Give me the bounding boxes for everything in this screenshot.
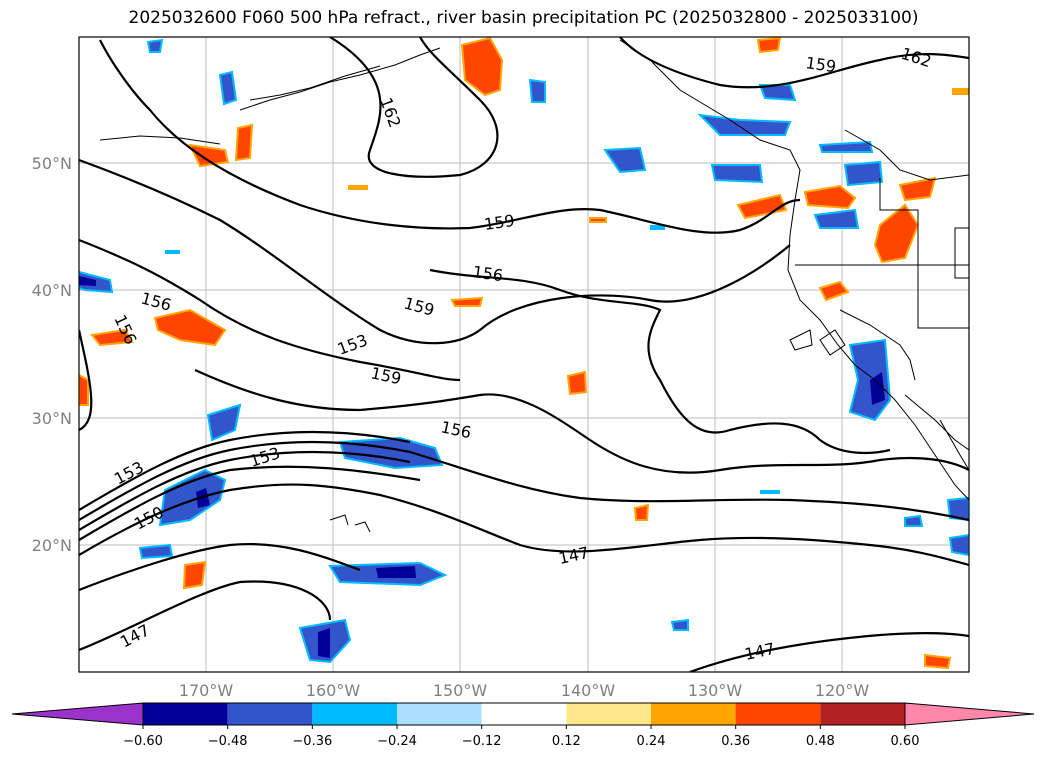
precip-negative-blob xyxy=(670,618,689,631)
precip-negative-blob xyxy=(760,490,780,494)
colorbar-tick-label: −0.48 xyxy=(208,734,248,749)
map-plot-area: 162 162 159 159 159 159 156 156 156 156 … xyxy=(79,37,969,672)
precip-negative-blob xyxy=(146,38,164,53)
colorbar-tick-label: 0.60 xyxy=(891,734,920,749)
colorbar-tick-label: 0.48 xyxy=(806,734,835,749)
colorbar-outline xyxy=(142,702,906,726)
precip-positive-blob xyxy=(898,176,937,202)
lon-label: 120°W xyxy=(815,681,870,700)
contour-labels: 162 162 159 159 159 159 156 156 156 156 … xyxy=(110,44,933,664)
longitude-labels: 170°W 160°W 150°W 140°W 130°W 120°W xyxy=(179,681,870,700)
lon-label: 140°W xyxy=(561,681,616,700)
precip-positive-blob xyxy=(79,373,89,406)
precip-negative-blob xyxy=(650,225,665,230)
precip-negative-blob xyxy=(818,140,874,153)
lon-label: 160°W xyxy=(306,681,361,700)
precip-negative-blob xyxy=(196,488,210,508)
precip-negative-blob xyxy=(318,628,330,658)
precip-positive-blob xyxy=(182,560,207,590)
colorbar-cell xyxy=(481,703,567,725)
colorbar-tick-label: 0.12 xyxy=(552,734,581,749)
lat-label: 20°N xyxy=(32,536,72,555)
colorbar-tick-labels: −0.60 −0.48 −0.36 −0.24 −0.12 0.12 0.24 0.36 0.4… xyxy=(123,725,919,749)
precip-negative-blob xyxy=(165,250,180,254)
colorbar-tick-label: −0.60 xyxy=(123,734,163,749)
lat-label: 30°N xyxy=(32,409,72,428)
colorbar-extend-low xyxy=(11,702,144,726)
precip-positive-blob xyxy=(873,203,920,264)
map-title: 2025032600 F060 500 hPa refract., river … xyxy=(128,8,919,28)
precip-positive-blob xyxy=(756,37,782,54)
precip-negative-blob xyxy=(710,164,764,184)
precip-negative-blob xyxy=(206,403,242,442)
colorbar-cell xyxy=(651,703,736,725)
contour-label: 159 xyxy=(483,211,516,234)
colorbar-cell xyxy=(312,703,397,725)
latitude-labels: 50°N 40°N 30°N 20°N xyxy=(32,154,72,555)
colorbar-cell xyxy=(735,703,821,725)
precip-negative-blob xyxy=(138,543,174,560)
precip-negative-blob xyxy=(946,496,969,522)
lat-label: 50°N xyxy=(32,154,72,173)
colorbar-tick-label: 0.36 xyxy=(721,734,750,749)
colorbar-cell xyxy=(820,703,905,725)
precip-positive-blob xyxy=(952,88,969,95)
precip-negative-blob xyxy=(79,276,96,286)
colorbar-cell xyxy=(143,703,228,725)
lon-label: 150°W xyxy=(433,681,488,700)
colorbar-cell xyxy=(397,703,482,725)
colorbar-tick-label: −0.24 xyxy=(377,734,417,749)
lat-label: 40°N xyxy=(32,281,72,300)
precip-positive-blob xyxy=(818,280,850,302)
contour-label: 159 xyxy=(804,53,837,76)
colorbar-cells xyxy=(11,702,1035,726)
precip-positive-blob xyxy=(460,37,504,97)
colorbar: −0.60 −0.48 −0.36 −0.24 −0.12 0.12 0.24 0.36 0.4… xyxy=(11,702,1035,749)
colorbar-tick-label: −0.36 xyxy=(292,734,332,749)
colorbar-tick-label: −0.12 xyxy=(462,734,502,749)
precip-negative-blob xyxy=(843,160,884,187)
contour-label: 156 xyxy=(471,262,504,285)
precip-negative-blob xyxy=(603,146,647,174)
precip-negative-blob xyxy=(948,533,969,557)
lon-label: 170°W xyxy=(179,681,234,700)
precip-positive-blob xyxy=(188,143,230,168)
colorbar-extend-high xyxy=(904,702,1035,726)
colorbar-cell xyxy=(566,703,651,725)
precip-positive-blob xyxy=(803,184,857,210)
precip-positive-blob xyxy=(234,123,254,162)
map-frame xyxy=(78,36,970,673)
precip-positive-blob xyxy=(566,370,588,396)
precip-negative-blob xyxy=(158,468,227,527)
colorbar-tick-label: 0.24 xyxy=(637,734,666,749)
precip-fields xyxy=(79,37,969,670)
precip-negative-blob xyxy=(376,566,416,578)
colorbar-cell xyxy=(227,703,313,725)
precip-positive-blob xyxy=(348,185,368,190)
precip-positive-blob xyxy=(589,217,607,223)
precip-positive-blob xyxy=(90,328,134,347)
precip-negative-blob xyxy=(218,70,238,106)
precip-negative-blob xyxy=(813,208,860,229)
precip-positive-blob xyxy=(924,653,952,670)
precip-negative-blob xyxy=(697,113,792,136)
precip-positive-blob xyxy=(153,308,227,347)
precip-negative-blob xyxy=(528,78,546,103)
coastlines xyxy=(99,39,969,533)
precip-negative-blob xyxy=(870,372,885,405)
lon-label: 130°W xyxy=(688,681,743,700)
precip-negative-blob xyxy=(904,514,924,527)
refractivity-contours xyxy=(79,37,969,672)
precip-positive-blob xyxy=(450,296,484,307)
precip-positive-blob xyxy=(633,503,650,521)
